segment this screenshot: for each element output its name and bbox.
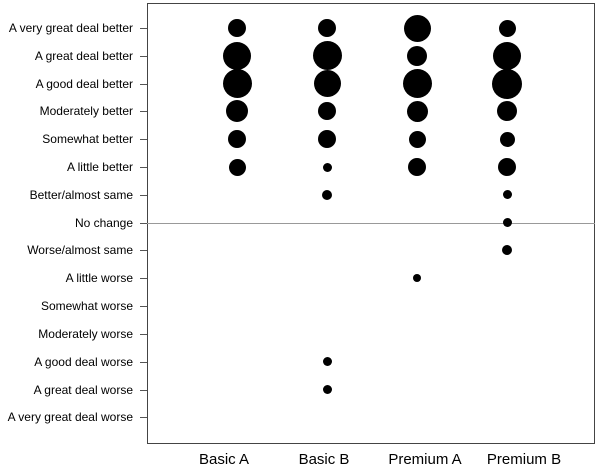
- bubble: [498, 19, 516, 37]
- bubble: [408, 130, 426, 148]
- bubble: [402, 69, 432, 99]
- y-axis-tick: [140, 56, 147, 57]
- bubble: [222, 69, 252, 99]
- bubble: [492, 68, 522, 99]
- y-axis-tick: [140, 278, 147, 279]
- y-axis-tick: [140, 195, 147, 196]
- bubble: [318, 19, 336, 37]
- y-axis-label: A good deal worse: [34, 354, 133, 369]
- y-axis-label: No change: [74, 215, 133, 230]
- y-axis-label: A little worse: [65, 271, 133, 286]
- x-axis-label: Premium A: [388, 451, 462, 468]
- y-axis-label: A little better: [66, 160, 133, 175]
- bubble: [493, 41, 521, 70]
- y-axis-tick: [140, 250, 147, 251]
- y-axis-label: Moderately better: [39, 104, 133, 119]
- y-axis-tick: [140, 390, 147, 391]
- y-axis-tick: [140, 111, 147, 112]
- y-axis-tick: [140, 223, 147, 224]
- bubble: [318, 102, 336, 121]
- bubble: [322, 162, 332, 172]
- bubble: [228, 19, 246, 37]
- bubble: [502, 245, 512, 256]
- bubble: [228, 158, 246, 176]
- x-axis-label: Basic B: [298, 451, 350, 468]
- bubble: [502, 218, 512, 228]
- bubble: [407, 45, 427, 66]
- y-axis-label: A very great deal worse: [7, 410, 133, 425]
- y-axis-tick: [140, 28, 147, 29]
- y-axis-label: Moderately worse: [38, 326, 133, 341]
- y-axis-label: A very great deal better: [8, 21, 133, 35]
- y-axis-tick: [140, 306, 147, 307]
- bubble: [226, 100, 248, 123]
- bubble: [408, 158, 426, 177]
- bubble: [322, 385, 332, 395]
- bubble: [318, 130, 336, 149]
- y-axis-tick: [140, 167, 147, 168]
- y-axis-tick: [140, 417, 147, 418]
- y-axis-tick: [140, 84, 147, 85]
- bubble: [313, 70, 341, 98]
- y-axis-tick: [140, 334, 147, 335]
- y-axis-label: A good deal better: [35, 76, 133, 91]
- bubble: [403, 14, 431, 42]
- bubble: [228, 130, 246, 149]
- y-axis-label: A great deal better: [34, 48, 133, 63]
- y-axis-label: Somewhat better: [42, 132, 133, 147]
- no-change-reference-line: [147, 223, 595, 224]
- bubble: [502, 190, 512, 200]
- y-axis-label: Worse/almost same: [27, 243, 133, 258]
- x-axis-label: Basic A: [198, 451, 250, 468]
- bubble: [322, 189, 332, 200]
- y-axis-tick: [140, 139, 147, 140]
- bubble: [406, 100, 428, 122]
- bubble: [413, 274, 421, 283]
- x-axis-label: Premium B: [486, 451, 562, 468]
- bubble: [223, 41, 251, 70]
- y-axis-tick: [140, 362, 147, 363]
- bubble: [499, 131, 515, 147]
- bubble: [322, 357, 332, 367]
- bubble: [498, 158, 516, 177]
- y-axis-label: A great deal worse: [33, 382, 133, 397]
- y-axis-label: Somewhat worse: [40, 299, 133, 314]
- bubble: [497, 101, 517, 122]
- bubble: [312, 41, 342, 71]
- y-axis-label: Better/almost same: [29, 187, 133, 202]
